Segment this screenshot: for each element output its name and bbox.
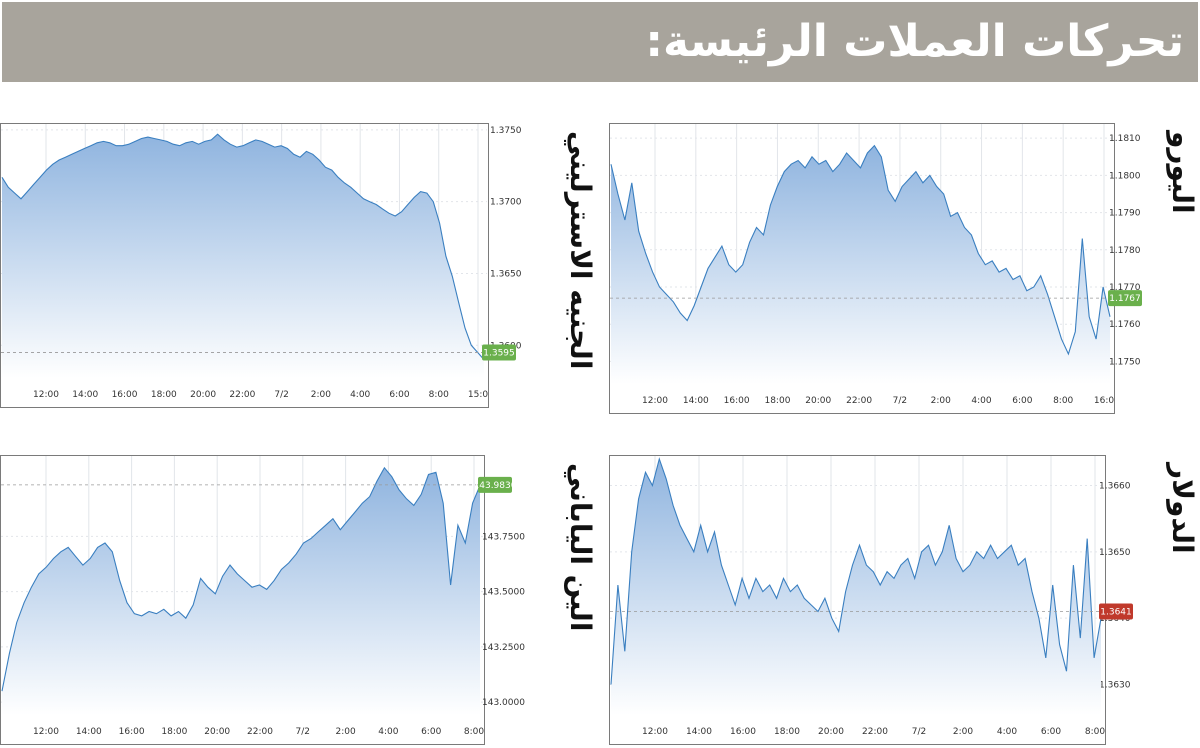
series-line-jpy — [1, 466, 481, 692]
series-area-jpy — [2, 467, 480, 715]
current-value-badge — [1099, 603, 1133, 620]
x-tick-label: 8:00 — [464, 727, 484, 737]
current-value-badge — [478, 476, 512, 493]
x-tick-label: 18:00 — [774, 727, 800, 737]
x-tick-label: 6:00 — [389, 390, 409, 400]
chart-title-usd: الدولار — [1166, 463, 1199, 554]
x-tick-label: 14:00 — [683, 396, 709, 406]
y-tick-label: 143.7500 — [482, 532, 525, 542]
chart-usd: 12:00 14:00 16:00 18:00 20:00 22:00 7/2 2:00 4:0… — [609, 455, 1133, 745]
x-tick-label: 18:00 — [161, 727, 187, 737]
current-value-label: 143.9830 — [474, 481, 517, 491]
current-value-label: 1.3595 — [483, 348, 515, 358]
x-tick-label: 4:00 — [350, 390, 370, 400]
page-title: تحركات العملات الرئيسة: — [645, 16, 1184, 67]
x-tick-label: 8:00 — [429, 390, 449, 400]
series-area-gbp — [2, 134, 484, 378]
series-line-gbp — [1, 133, 485, 360]
x-tick-label: 6:00 — [1041, 727, 1061, 737]
x-tick-label: 2:00 — [311, 390, 331, 400]
chart-jpy: 12:00 14:00 16:00 18:00 20:00 22:00 7/2 2:00 4:0… — [0, 455, 525, 745]
y-tick-label: 143.2500 — [482, 643, 525, 653]
x-tick-label: 20:00 — [805, 396, 831, 406]
x-tick-label: 8:00 — [1053, 396, 1073, 406]
current-value-label: 1.3641 — [1100, 608, 1132, 618]
x-tick-label: 16:00 — [112, 390, 138, 400]
x-tick-label: 22:00 — [247, 727, 273, 737]
series-area-usd — [611, 459, 1101, 715]
x-tick-label: 2:00 — [335, 727, 355, 737]
series-line-eur — [610, 144, 1111, 356]
x-tick-label: 12:00 — [33, 390, 59, 400]
x-tick-label: 20:00 — [204, 727, 230, 737]
x-tick-label: 4:00 — [378, 727, 398, 737]
x-tick-label: 12:00 — [642, 727, 668, 737]
chart-title-eur: اليورو — [1166, 131, 1199, 214]
x-tick-label: 22:00 — [862, 727, 888, 737]
chart-panel-eur: 12:00 14:00 16:00 18:00 20:00 22:00 7/2 2:00 4:0… — [609, 123, 1200, 414]
x-tick-label: 18:00 — [151, 390, 177, 400]
y-tick-label: 1.3660 — [1099, 482, 1131, 492]
x-tick-label: 12:00 — [33, 727, 59, 737]
x-tick-label: 16:0 — [1094, 396, 1114, 406]
y-tick-label: 143.5000 — [482, 588, 525, 598]
x-tick-label: 7/2 — [912, 727, 926, 737]
y-tick-label: 1.1790 — [1109, 209, 1141, 219]
x-tick-label: 20:00 — [818, 727, 844, 737]
x-tick-label: 14:00 — [686, 727, 712, 737]
x-tick-label: 16:00 — [730, 727, 756, 737]
chart-title-gbp: الجنيه الاسترليني — [564, 131, 597, 370]
series-area-eur — [611, 145, 1110, 384]
x-tick-label: 6:00 — [421, 727, 441, 737]
x-tick-label: 6:00 — [1012, 396, 1032, 406]
y-tick-label: 1.3750 — [490, 126, 522, 136]
header-band: تحركات العملات الرئيسة: — [2, 2, 1198, 82]
x-tick-label: 15:0 — [468, 390, 488, 400]
chart-title-jpy: الين الياباني — [564, 463, 597, 632]
y-tick-label: 1.3630 — [1099, 680, 1131, 690]
x-tick-label: 4:00 — [971, 396, 991, 406]
current-value-label: 1.1767 — [1109, 294, 1141, 304]
x-tick-label: 22:00 — [229, 390, 255, 400]
y-tick-label: 1.1750 — [1109, 357, 1141, 367]
x-tick-label: 7/2 — [274, 390, 288, 400]
current-value-badge — [482, 344, 516, 361]
current-value-badge — [1108, 290, 1142, 307]
chart-eur: 12:00 14:00 16:00 18:00 20:00 22:00 7/2 2:00 4:0… — [609, 123, 1142, 414]
x-tick-label: 16:00 — [119, 727, 145, 737]
chart-panel-jpy: 12:00 14:00 16:00 18:00 20:00 22:00 7/2 2:00 4:0… — [0, 455, 598, 745]
y-tick-label: 1.3650 — [1099, 548, 1131, 558]
y-tick-label: 1.1800 — [1109, 171, 1141, 181]
y-tick-label: 1.3650 — [490, 269, 522, 279]
y-tick-label: 1.1810 — [1109, 134, 1141, 144]
y-tick-label: 1.1780 — [1109, 246, 1141, 256]
x-tick-label: 2:00 — [931, 396, 951, 406]
chart-panel-usd: 12:00 14:00 16:00 18:00 20:00 22:00 7/2 2:00 4:0… — [609, 455, 1200, 745]
x-tick-label: 7/2 — [893, 396, 907, 406]
x-tick-label: 14:00 — [76, 727, 102, 737]
x-tick-label: 16:00 — [724, 396, 750, 406]
x-tick-label: 20:00 — [190, 390, 216, 400]
x-tick-label: 2:00 — [953, 727, 973, 737]
y-tick-label: 143.0000 — [482, 698, 525, 708]
y-tick-label: 1.3700 — [490, 198, 522, 208]
x-tick-label: 12:00 — [642, 396, 668, 406]
x-tick-label: 18:00 — [764, 396, 790, 406]
y-tick-label: 1.1760 — [1109, 320, 1141, 330]
x-tick-label: 22:00 — [846, 396, 872, 406]
chart-gbp: 12:00 14:00 16:00 18:00 20:00 22:00 7/2 2:00 4:0… — [0, 123, 522, 408]
chart-panel-gbp: 12:00 14:00 16:00 18:00 20:00 22:00 7/2 2:00 4:0… — [0, 123, 598, 414]
series-line-usd — [610, 457, 1102, 685]
x-tick-label: 7/2 — [296, 727, 310, 737]
x-tick-label: 14:00 — [72, 390, 98, 400]
x-tick-label: 4:00 — [997, 727, 1017, 737]
x-tick-label: 8:00 — [1085, 727, 1105, 737]
y-tick-label: 1.1770 — [1109, 283, 1141, 293]
